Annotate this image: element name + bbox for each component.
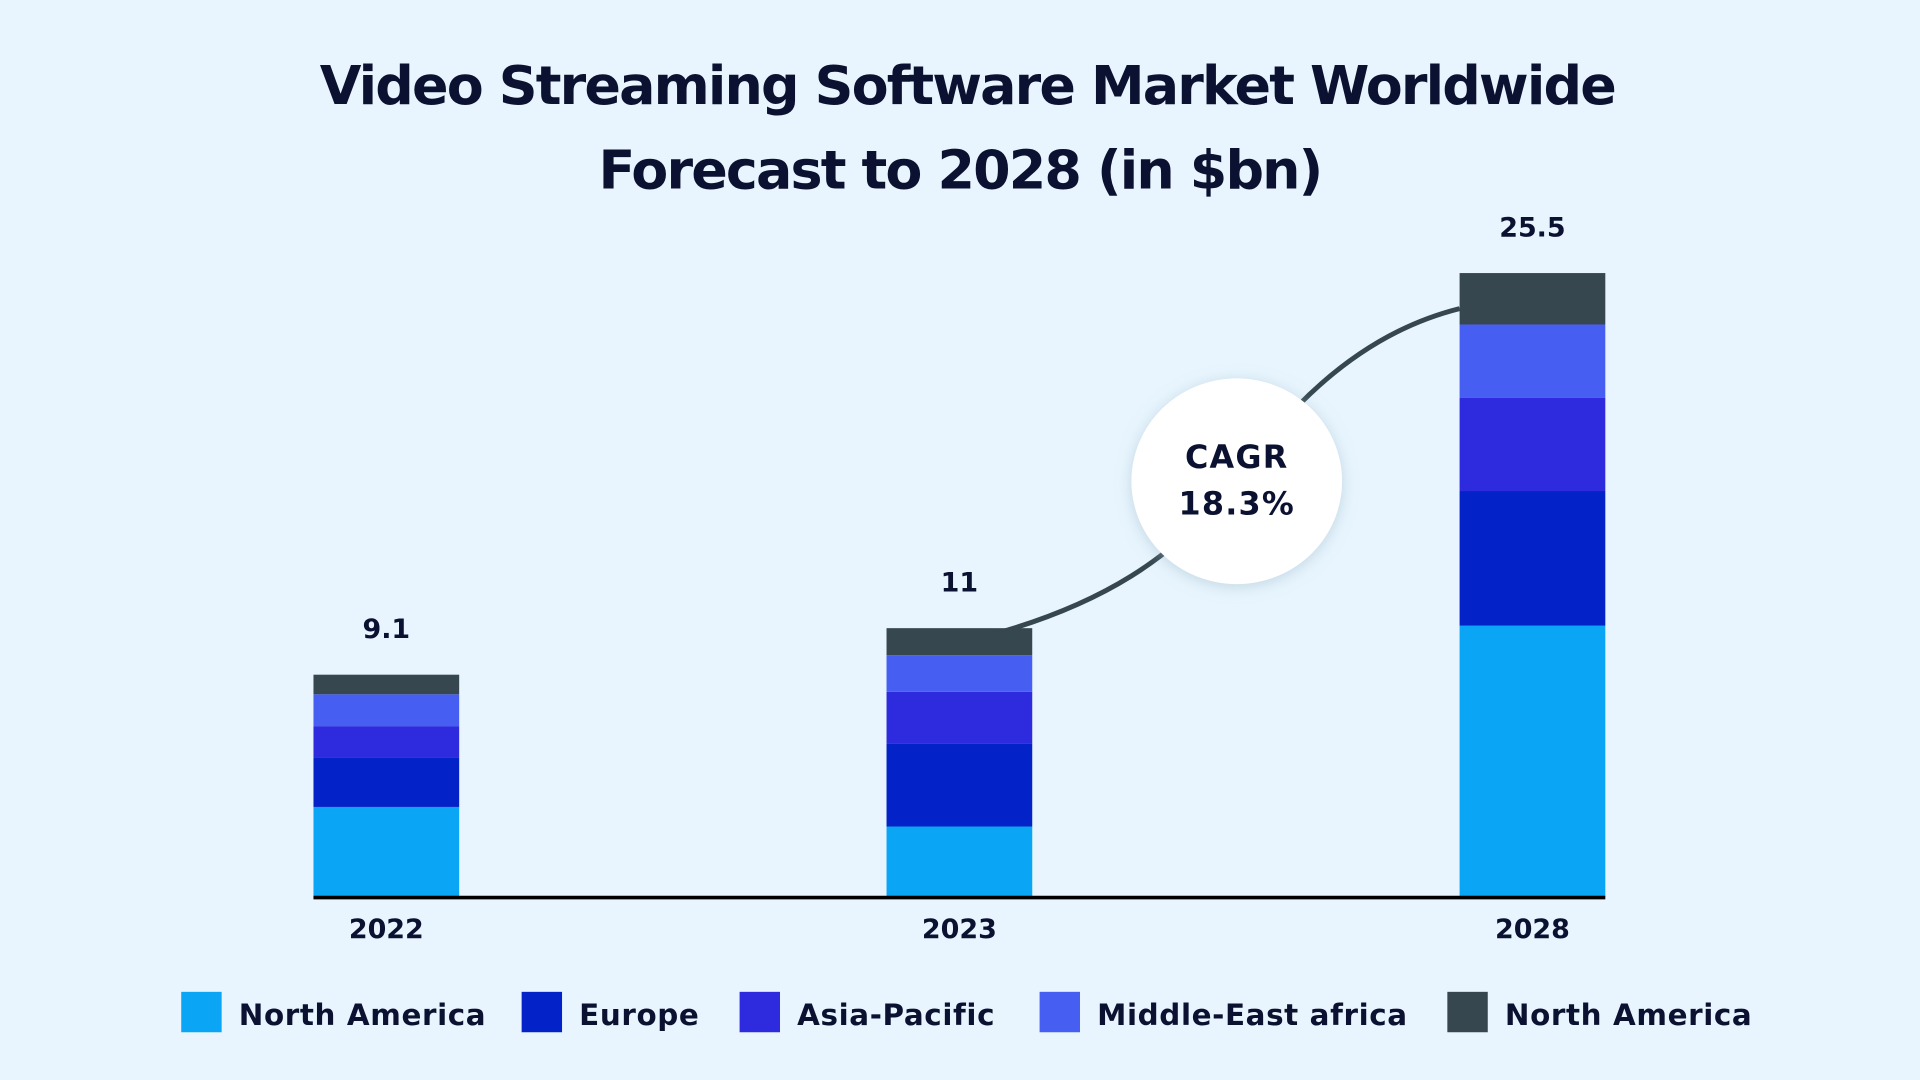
bar-segment-2022-0: [313, 806, 460, 898]
legend-swatch-3: [1039, 991, 1080, 1033]
legend-swatch-2: [739, 991, 780, 1033]
bar-segment-2028-3: [1459, 324, 1606, 398]
total-label-2023: 11: [941, 567, 978, 598]
x-tick-label-2028: 2028: [1495, 914, 1570, 945]
bar-segment-2023-2: [886, 691, 1033, 744]
bar-segment-2023-0: [886, 826, 1033, 898]
bar-segment-2023-1: [886, 743, 1033, 827]
bars: 9.1 2022 11 2023 25.5 2028: [313, 212, 1606, 945]
total-label-2022: 9.1: [362, 614, 410, 645]
bar-segment-2028-1: [1459, 491, 1606, 626]
legend-label-2: Asia-Pacific: [797, 998, 995, 1032]
legend-swatch-4: [1447, 991, 1488, 1033]
bar-segment-2022-3: [313, 694, 460, 727]
x-tick-label-2022: 2022: [349, 914, 424, 945]
bar-segment-2028-0: [1459, 625, 1606, 898]
legend-label-0: North America: [239, 998, 486, 1032]
legend-label-1: Europe: [579, 998, 699, 1032]
legend-label-4: North America: [1505, 998, 1752, 1032]
cagr-value: 18.3%: [1178, 484, 1295, 522]
legend-swatch-1: [521, 991, 563, 1033]
x-tick-label-2023: 2023: [922, 914, 997, 945]
cagr-label: CAGR: [1185, 438, 1289, 476]
bar-segment-2023-4: [886, 628, 1033, 656]
chart-title-line-2: Forecast to 2028 (in $bn): [599, 139, 1322, 202]
cagr-bubble: CAGR 18.3%: [1131, 378, 1343, 585]
bar-segment-2022-1: [313, 757, 460, 807]
chart-title-line-1: Video Streaming Software Market Worldwid…: [320, 54, 1615, 117]
bar-segment-2028-2: [1459, 397, 1606, 492]
legend-swatch-0: [181, 991, 222, 1033]
bar-segment-2023-3: [886, 655, 1033, 692]
bar-segment-2022-2: [313, 726, 460, 758]
legend: North America Europe Asia-Pacific Middle-Ea…: [181, 991, 1752, 1033]
total-label-2028: 25.5: [1499, 212, 1565, 243]
legend-label-3: Middle-East africa: [1097, 998, 1408, 1032]
bar-segment-2028-4: [1459, 273, 1606, 325]
bar-segment-2022-4: [313, 674, 460, 695]
